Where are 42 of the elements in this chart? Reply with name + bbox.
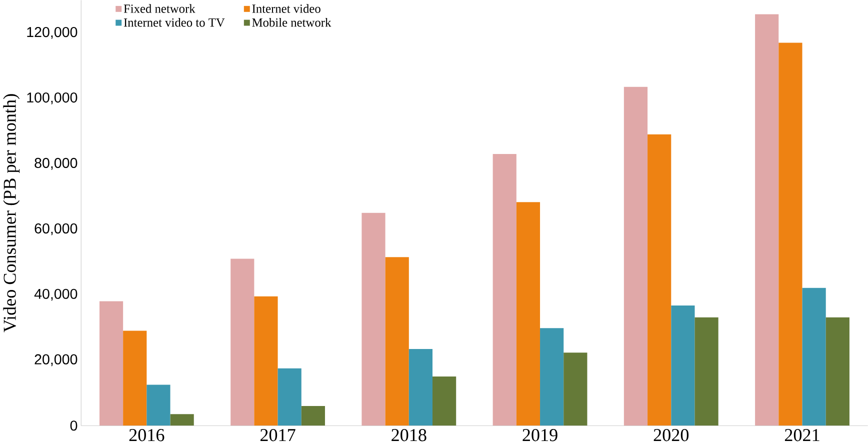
legend-label: Internet video to TV — [124, 18, 225, 27]
y-axis-title: Video Consumer (PB per month) — [3, 94, 20, 332]
bar — [123, 330, 147, 426]
bar — [99, 301, 124, 426]
x-tick-label: 2021 — [784, 428, 820, 442]
bar — [230, 258, 254, 426]
y-tick-label: 120,000 — [27, 26, 78, 39]
bar — [278, 368, 302, 426]
bar — [694, 317, 718, 426]
bar — [301, 406, 325, 426]
bar — [624, 86, 648, 426]
legend-label: Internet video — [252, 4, 320, 13]
y-tick-label: 80,000 — [34, 158, 78, 170]
bar — [408, 348, 432, 426]
bar — [362, 212, 386, 426]
legend-label: Mobile network — [252, 18, 332, 27]
bar — [648, 134, 672, 426]
x-tick-label: 2017 — [260, 428, 296, 442]
bar — [540, 328, 564, 426]
x-tick-label: 2020 — [654, 428, 689, 442]
bar — [432, 376, 456, 426]
bar — [254, 296, 278, 426]
y-tick-label: 20,000 — [34, 354, 78, 366]
y-tick-label: 40,000 — [34, 288, 78, 300]
x-tick-label: 2016 — [129, 428, 164, 442]
bar — [826, 317, 850, 426]
bar — [755, 14, 779, 426]
y-tick-label: 0 — [70, 420, 78, 430]
y-tick-label: 60,000 — [34, 223, 78, 235]
bar — [802, 288, 826, 426]
bar — [671, 305, 695, 426]
bar — [146, 384, 170, 426]
bar — [492, 154, 516, 426]
y-tick-label: 100,000 — [27, 92, 78, 104]
bar — [385, 256, 409, 426]
x-tick-label: 2018 — [392, 428, 426, 442]
x-tick-label: 2019 — [522, 428, 558, 442]
bar — [564, 352, 588, 426]
bar — [516, 202, 540, 426]
bar — [170, 414, 194, 426]
legend-label: Fixed network — [124, 4, 196, 13]
bar — [778, 42, 802, 426]
